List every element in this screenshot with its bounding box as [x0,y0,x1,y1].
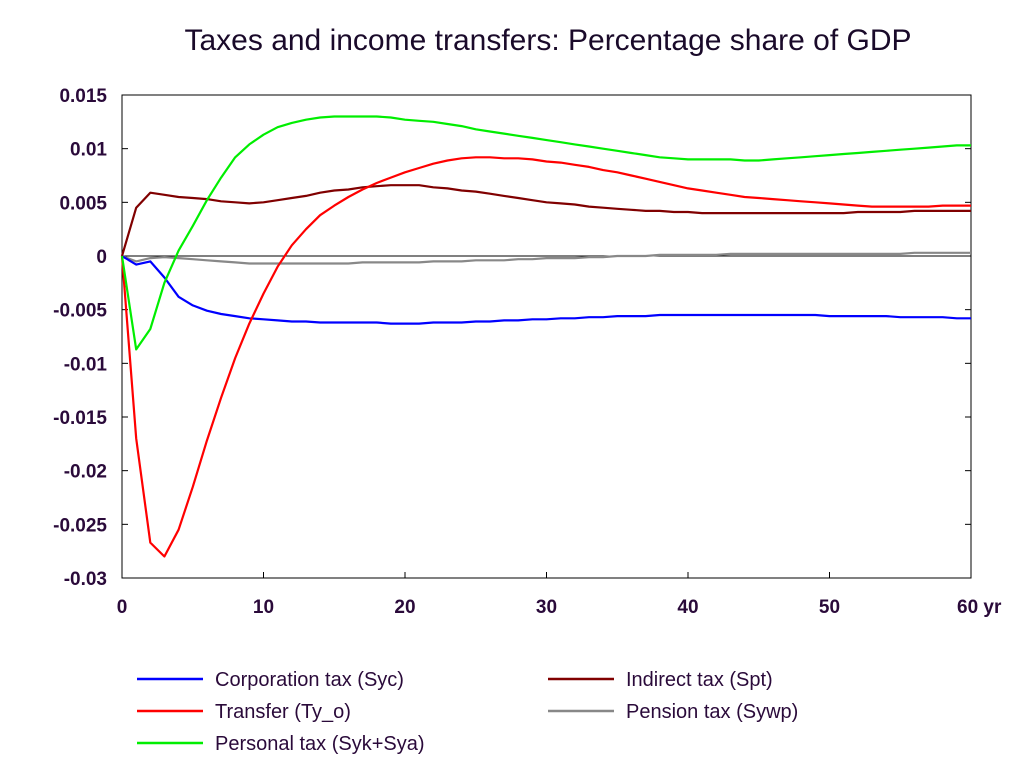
x-tick-label: 20 [394,597,415,618]
x-tick-label: 60 yr [957,597,1002,618]
y-tick-label: -0.02 [64,462,107,483]
y-tick-label: -0.005 [53,301,107,322]
plot-frame [121,94,972,579]
y-tick-label: -0.01 [64,354,108,375]
legend-label: Indirect tax (Spt) [626,669,773,691]
legend-label: Personal tax (Syk+Sya) [215,733,425,755]
series-line-3 [120,184,971,257]
series-line-1 [120,156,971,558]
series-layer [120,115,971,558]
x-tick-label: 50 [819,597,840,618]
axes: 0.015 0.01 0.005 0 -0.005 -0.01 -0.015 -0.02 -0.… [53,86,1002,618]
x-tick-label: 10 [253,597,274,618]
series-line-4 [121,251,971,265]
chart-title: Taxes and income transfers: Percentage s… [184,24,911,57]
y-tick-label: -0.025 [53,515,107,536]
y-tick-label: 0 [96,247,107,268]
series-line-0 [121,255,971,325]
y-tick-label: -0.015 [53,408,107,429]
x-tick-label: 40 [677,597,698,618]
y-tick-label: 0.005 [59,193,107,214]
x-tick-label: 30 [536,597,557,618]
y-tick-label: -0.03 [64,569,107,590]
y-tick-label: 0.01 [70,140,107,161]
legend-label: Corporation tax (Syc) [215,669,404,691]
series-line-2 [120,115,971,351]
legend: Corporation tax (Syc) Indirect tax (Spt) T… [137,669,798,755]
legend-label: Transfer (Ty_o) [215,701,351,723]
y-tick-label: 0.015 [59,86,107,107]
legend-label: Pension tax (Sywp) [626,701,798,723]
x-tick-label: 0 [117,597,128,618]
